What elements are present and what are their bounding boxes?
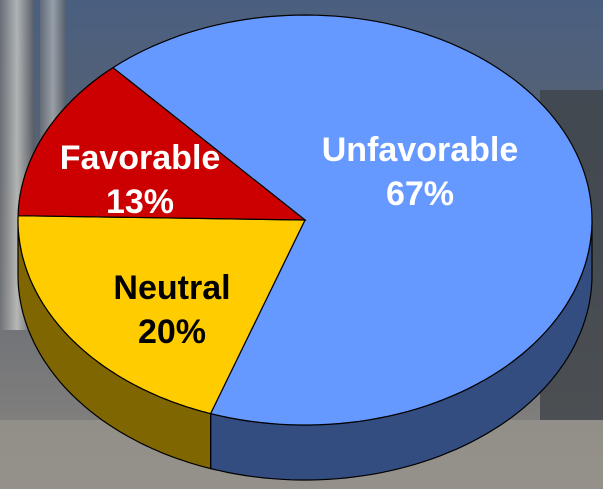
slice-label: Unfavorable	[322, 131, 519, 169]
value-label: 13%	[106, 183, 174, 221]
pie: Unfavorable 67% Neutral 20% Favorable 13%	[17, 14, 593, 481]
slice	[17, 66, 307, 221]
slice-label: Neutral	[113, 269, 230, 307]
slice-label: Favorable	[60, 139, 221, 177]
slice	[17, 215, 306, 415]
value-label: 20%	[138, 313, 206, 351]
slice	[111, 14, 593, 426]
value-label: 67%	[386, 175, 454, 213]
